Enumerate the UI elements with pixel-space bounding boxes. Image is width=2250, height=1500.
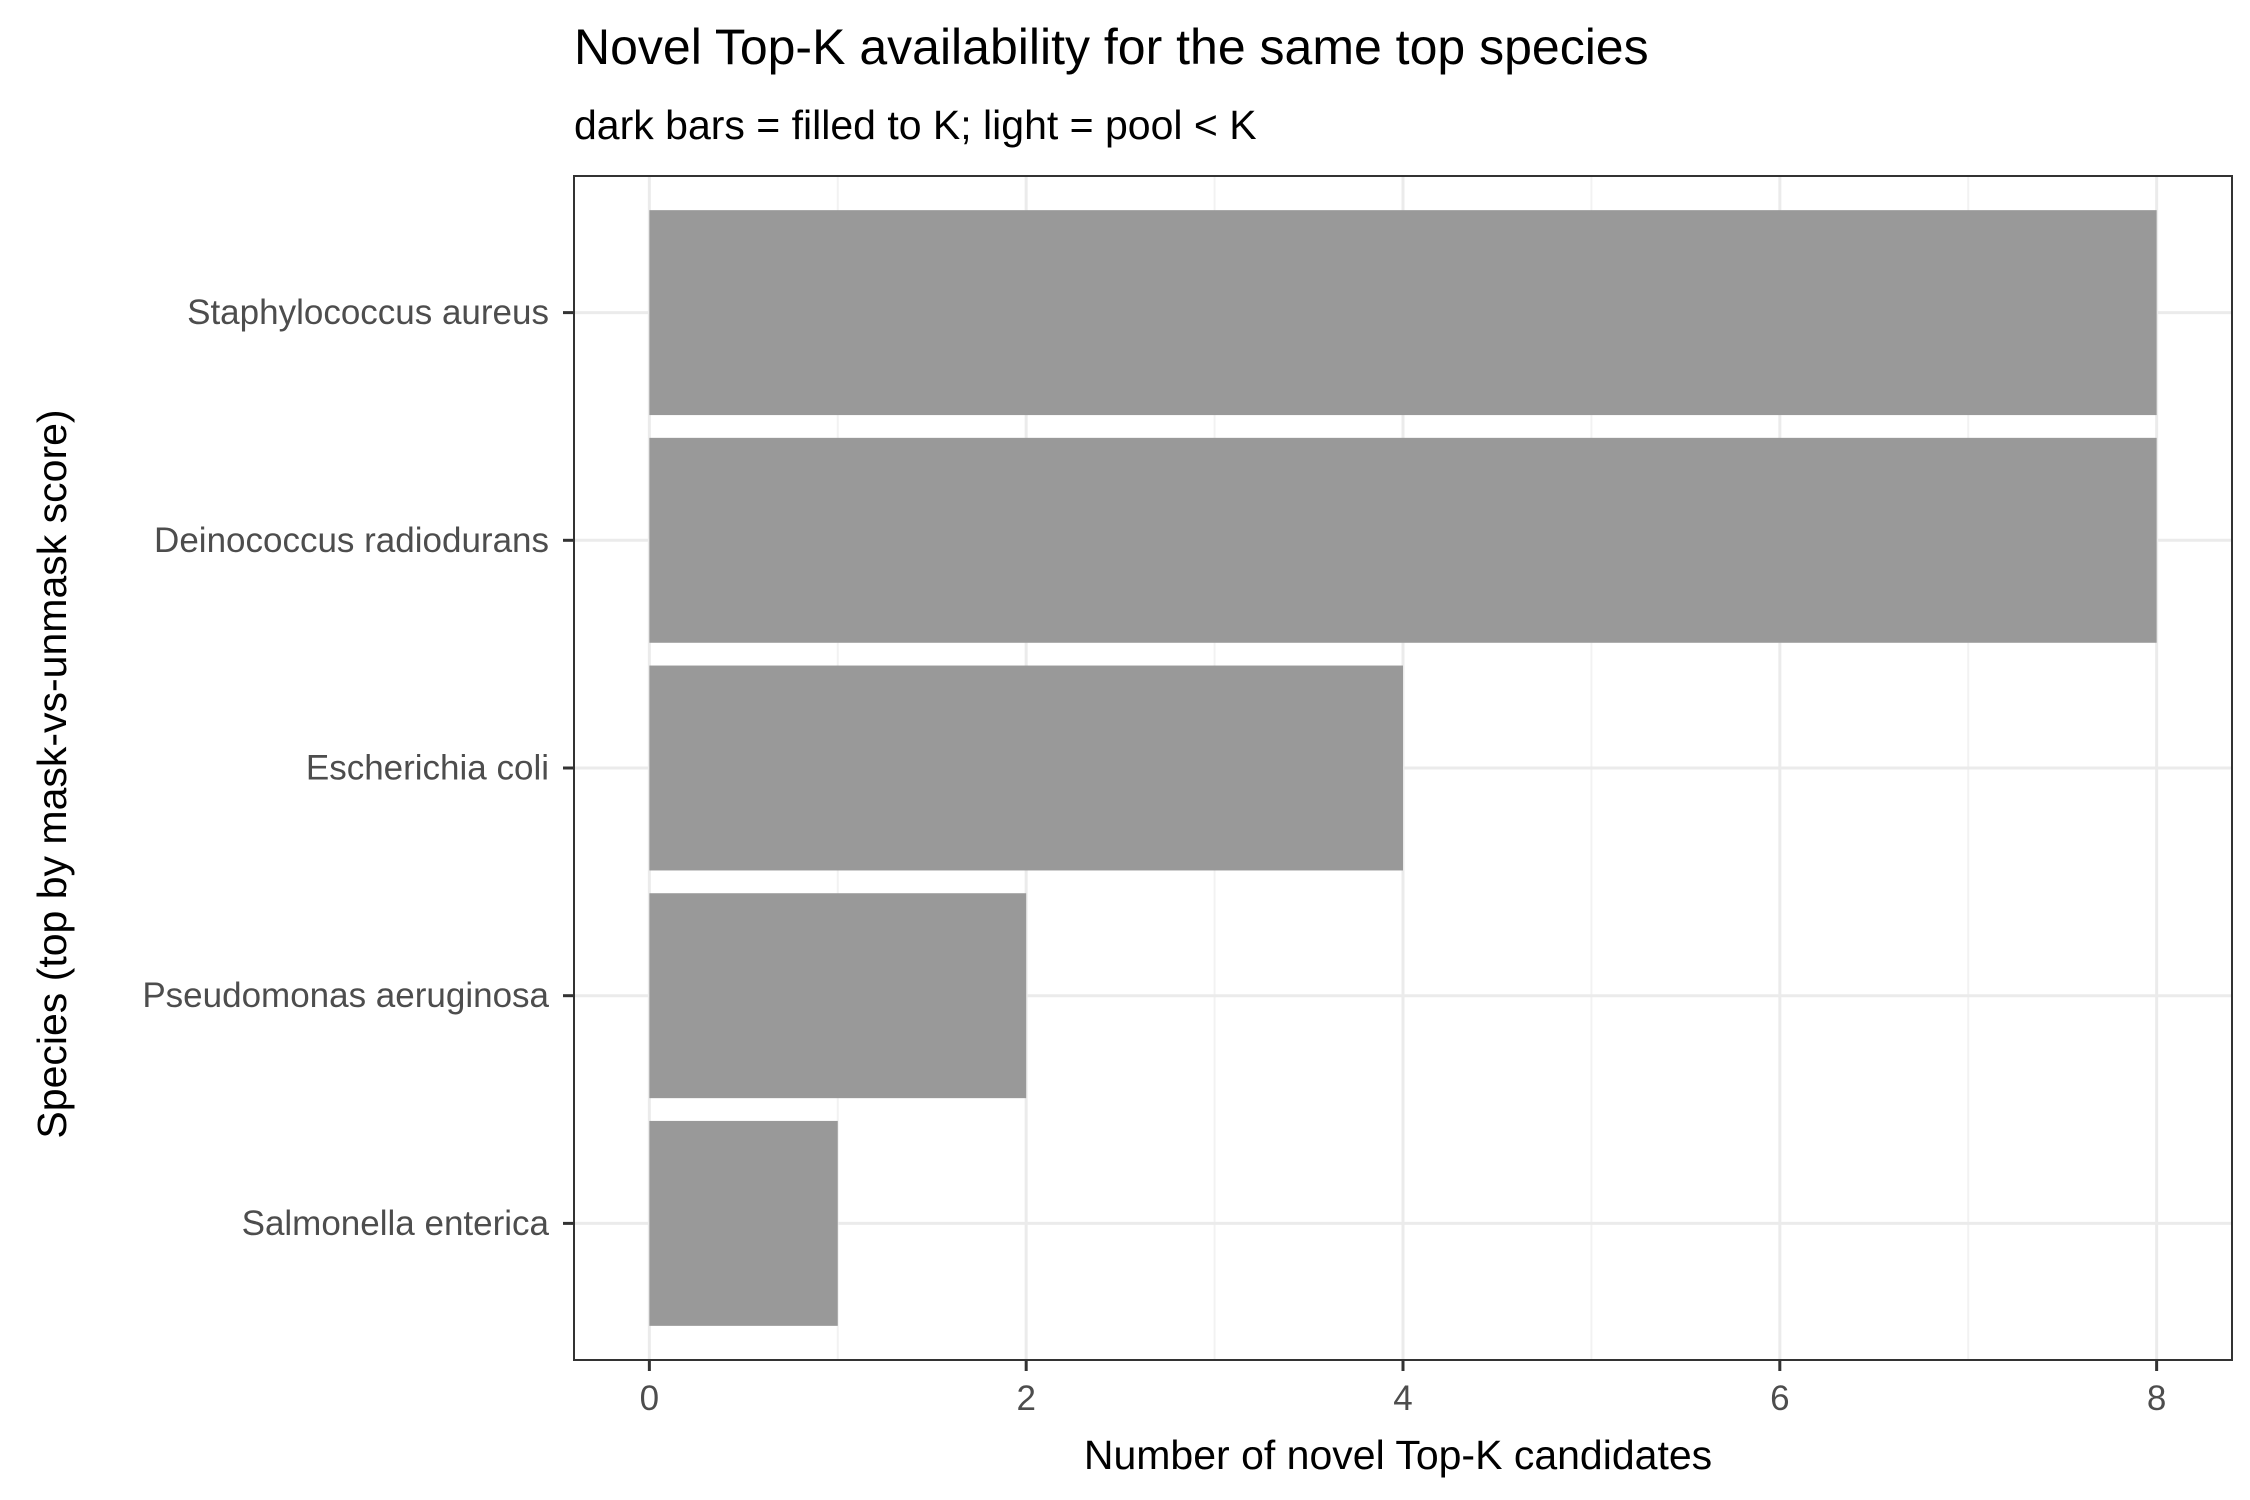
bar bbox=[649, 437, 2157, 643]
x-tick-label: 6 bbox=[1770, 1379, 1789, 1418]
y-tick-label: Escherichia coli bbox=[306, 749, 549, 788]
x-tick-label: 0 bbox=[640, 1379, 659, 1418]
chart-title: Novel Top-K availability for the same to… bbox=[574, 19, 1649, 75]
y-axis-title: Species (top by mask-vs-unmask score) bbox=[29, 409, 75, 1138]
x-axis: 0 2 4 6 8 bbox=[640, 1360, 2166, 1418]
y-tick-label: Pseudomonas aeruginosa bbox=[142, 976, 549, 1015]
bar bbox=[649, 893, 1027, 1099]
bars bbox=[649, 210, 2157, 1326]
chart-subtitle: dark bars = filled to K; light = pool < … bbox=[574, 102, 1257, 148]
bar bbox=[649, 210, 2157, 416]
bar bbox=[649, 665, 1403, 871]
y-tick-label: Salmonella enterica bbox=[242, 1204, 550, 1243]
x-tick-label: 2 bbox=[1016, 1379, 1035, 1418]
x-tick-label: 4 bbox=[1393, 1379, 1412, 1418]
y-tick-label: Staphylococcus aureus bbox=[187, 293, 549, 332]
x-axis-title: Number of novel Top-K candidates bbox=[1084, 1432, 1712, 1478]
y-tick-label: Deinococcus radiodurans bbox=[154, 521, 549, 560]
y-axis: Staphylococcus aureus Deinococcus radiodu… bbox=[142, 293, 574, 1243]
x-tick-label: 8 bbox=[2147, 1379, 2166, 1418]
bar bbox=[649, 1120, 838, 1326]
